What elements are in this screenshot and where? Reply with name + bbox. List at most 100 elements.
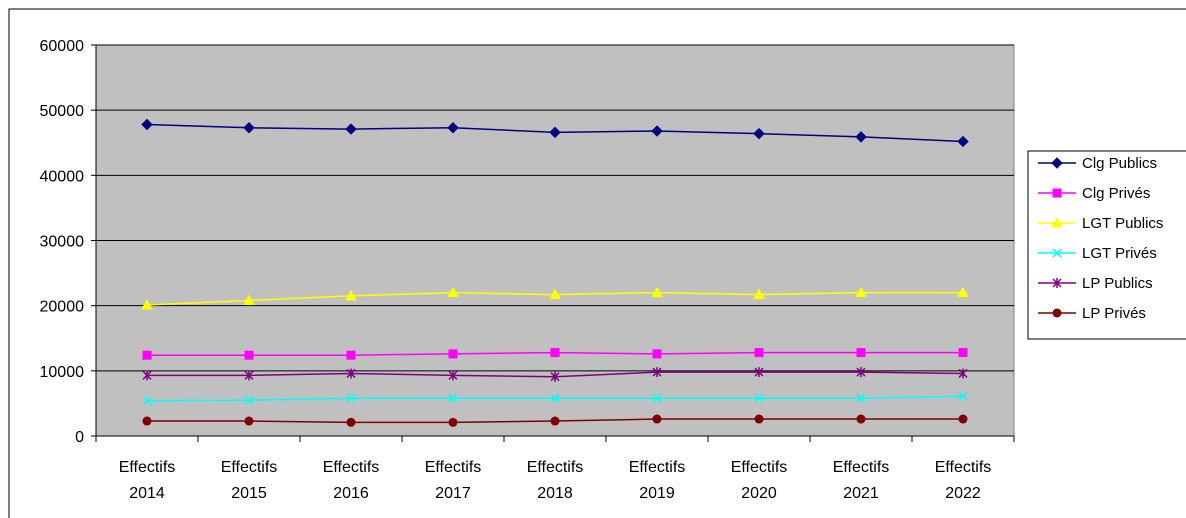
x-tick-label-line: Effectifs [833, 459, 890, 476]
data-point [958, 414, 968, 424]
legend-label: Clg Publics [1082, 155, 1157, 172]
legend-item: LP Publics [1038, 275, 1153, 292]
data-point [244, 350, 254, 360]
legend-label: LGT Privés [1082, 245, 1157, 262]
data-point [549, 126, 561, 139]
legend-marker [1052, 278, 1062, 288]
data-point [753, 127, 765, 140]
data-point [550, 371, 560, 382]
y-tick-label: 20000 [40, 299, 85, 316]
data-point [141, 118, 153, 131]
data-point [753, 288, 765, 300]
data-point [142, 416, 152, 426]
x-tick-label-line: 2017 [435, 485, 471, 502]
data-point [754, 348, 764, 358]
data-point [549, 288, 561, 300]
x-tick-label-line: Effectifs [629, 459, 686, 476]
data-point [346, 350, 356, 360]
data-point [652, 393, 662, 403]
series-4 [142, 367, 968, 382]
y-axis-ticks: 0 10000 20000 30000 40000 50000 60000 [40, 38, 96, 446]
x-tick-label-line: Effectifs [119, 459, 176, 476]
data-point [754, 367, 764, 378]
x-tick-label-line: 2019 [639, 485, 675, 502]
x-tick-label-line: 2015 [231, 485, 267, 502]
x-tick-label-line: 2021 [843, 485, 879, 502]
series-0 [141, 118, 969, 148]
x-tick-label-line: Effectifs [425, 459, 482, 476]
data-point [447, 286, 459, 298]
series-layer [141, 118, 969, 427]
data-point [651, 125, 663, 137]
data-point [244, 370, 254, 381]
data-point [448, 393, 458, 403]
data-point [448, 417, 458, 427]
legend-item: Clg Publics [1038, 155, 1157, 172]
data-point [652, 349, 662, 359]
x-tick-label: Effectifs 2016 [323, 459, 380, 502]
data-point [448, 349, 458, 359]
x-tick-label-line: Effectifs [221, 459, 278, 476]
x-tick-label-line: Effectifs [527, 459, 584, 476]
legend-marker [1051, 216, 1063, 228]
legend-item: Clg Privés [1038, 185, 1150, 202]
series-2 [141, 286, 969, 310]
legend-item: LGT Publics [1038, 215, 1163, 232]
x-tick-label-line: 2022 [945, 485, 981, 502]
legend-label: LP Privés [1082, 305, 1146, 322]
data-point [754, 414, 764, 424]
data-point [345, 289, 357, 301]
legend-item: LGT Privés [1038, 245, 1157, 262]
x-axis-ticks: Effectifs2014Effectifs2015Effectifs2016E… [95, 436, 1015, 502]
legend-item: LP Privés [1038, 305, 1146, 322]
data-point [957, 286, 969, 298]
legend: Clg Publics Clg Privés LGT Publics LGT Priv… [1027, 150, 1186, 340]
data-point [651, 286, 663, 298]
data-point [855, 131, 867, 143]
data-point [957, 135, 969, 148]
data-point [142, 370, 152, 381]
data-point [856, 367, 866, 378]
data-point [447, 122, 459, 134]
data-point [244, 395, 254, 405]
data-point [958, 368, 968, 379]
data-point [958, 348, 968, 358]
data-point [754, 393, 764, 403]
legend-box [1027, 150, 1186, 340]
data-point [244, 416, 254, 426]
x-tick-label-line: 2020 [741, 485, 777, 502]
data-point [141, 298, 153, 310]
x-tick-label-line: 2016 [333, 485, 369, 502]
data-point [345, 123, 357, 135]
data-point [652, 367, 662, 378]
legend-label: LP Publics [1082, 275, 1153, 292]
x-tick-label: Effectifs 2015 [221, 459, 278, 502]
legend-label: LGT Publics [1082, 215, 1163, 232]
x-tick-label-line: Effectifs [323, 459, 380, 476]
x-tick-label: Effectifs 2018 [527, 459, 584, 502]
y-tick-label: 30000 [40, 234, 85, 251]
series-5 [142, 414, 968, 427]
x-tick-label-line: Effectifs [731, 459, 788, 476]
legend-marker [1052, 188, 1062, 198]
x-tick-label: Effectifs 2019 [629, 459, 686, 502]
data-point [550, 393, 560, 403]
y-tick-label: 10000 [40, 364, 85, 381]
data-point [243, 294, 255, 305]
y-tick-label: 60000 [40, 38, 85, 55]
series-1 [142, 348, 968, 360]
x-tick-label: Effectifs 2020 [731, 459, 788, 502]
y-tick-label: 50000 [40, 103, 85, 120]
series-3 [142, 391, 968, 406]
x-tick-label-line: 2018 [537, 485, 573, 502]
data-point [346, 393, 356, 403]
data-point [142, 350, 152, 360]
legend-marker [1052, 308, 1062, 318]
x-tick-label-line: 2014 [129, 485, 165, 502]
data-point [346, 368, 356, 379]
data-point [550, 348, 560, 358]
data-point [448, 370, 458, 381]
x-tick-label-line: Effectifs [935, 459, 992, 476]
data-point [243, 122, 255, 134]
